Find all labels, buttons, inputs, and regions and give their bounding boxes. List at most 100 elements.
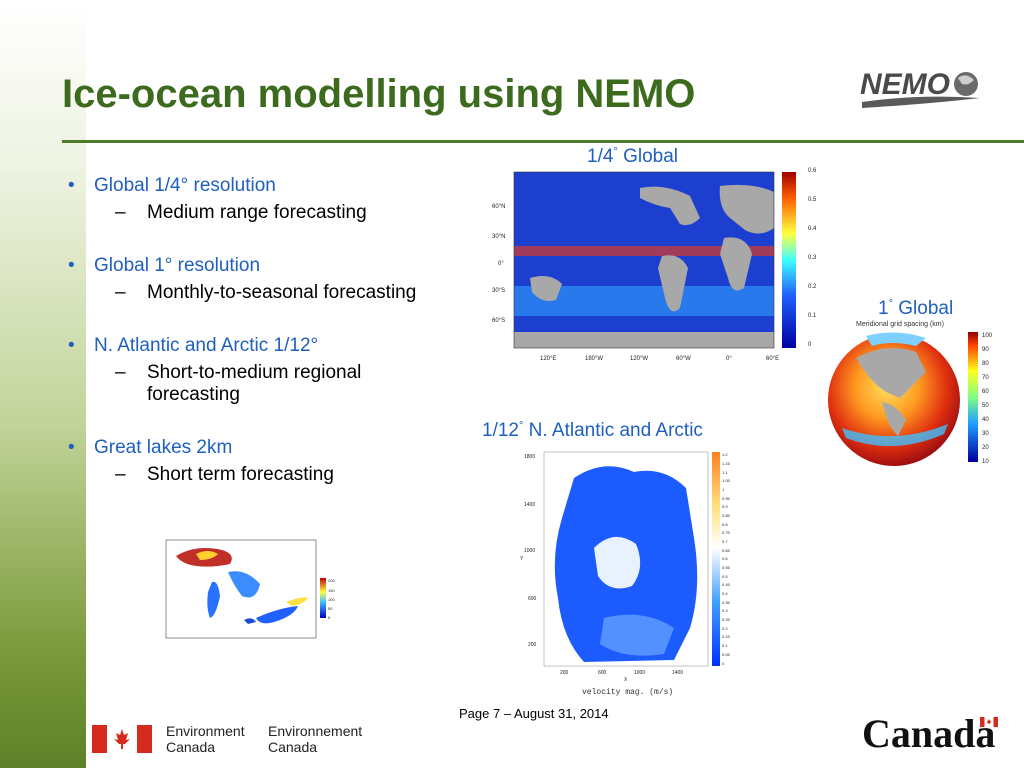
y-tick: 1000 — [524, 548, 535, 554]
sub-bullet-item: – Short-to-medium regional forecasting — [64, 362, 484, 406]
dash-glyph: – — [115, 282, 126, 303]
x-tick: 200 — [560, 670, 569, 676]
cbar-tick: 40 — [982, 417, 989, 423]
cbar-tick: 0 — [328, 615, 331, 620]
arctic-bottom-label: velocity mag. (m/s) — [582, 688, 673, 697]
degree-sup: ° — [518, 420, 524, 432]
cbar-tick: 90 — [982, 347, 989, 353]
lat-tick: 30°N — [492, 234, 505, 240]
cbar-tick: 0.4 — [808, 226, 817, 232]
cbar-tick: 0.05 — [722, 652, 731, 657]
cbar-tick: 0.2 — [722, 626, 728, 631]
cbar-tick: 100 — [982, 333, 993, 339]
one-global-globe: 100 90 80 70 60 50 40 30 20 10 — [828, 332, 993, 466]
cbar-tick: 80 — [982, 361, 989, 367]
cbar-tick: 0.6 — [808, 168, 817, 174]
lat-tick: 60°N — [492, 204, 505, 210]
y-axis-label: Y — [520, 556, 524, 562]
cbar-tick: 1.05 — [722, 478, 731, 483]
cbar-tick: 100 — [328, 597, 335, 602]
caption-text: 1 — [878, 298, 889, 319]
sub-bullet-label-cont: forecasting — [147, 384, 240, 405]
dash-glyph: – — [115, 464, 126, 485]
nemo-logo: NEMO — [860, 68, 980, 108]
x-tick: 1000 — [634, 670, 645, 676]
title-divider — [62, 140, 1024, 143]
y-tick: 200 — [528, 642, 537, 648]
quarter-global-colorbar-labels: 0.6 0.5 0.4 0.3 0.2 0.1 0 — [808, 168, 828, 354]
cbar-tick: 150 — [328, 588, 335, 593]
quarter-global-map: 60°N 30°N 0° 30°S 60°S 120°E 180°W 120°W… — [492, 171, 796, 362]
canada-flag-icon — [92, 725, 152, 753]
bullet-label: Global 1° resolution — [94, 255, 261, 276]
cbar-tick: 0.2 — [808, 284, 817, 290]
y-tick: 1800 — [524, 454, 535, 460]
lon-tick: 60°E — [766, 356, 779, 362]
wordmark-flag-icon — [980, 717, 998, 727]
bullet-label: Global 1/4° resolution — [94, 175, 276, 196]
cbar-tick: 0.9 — [722, 504, 728, 509]
caption-text: 1/12 — [482, 420, 519, 441]
lon-tick: 60°W — [676, 356, 691, 362]
cbar-tick: 200 — [328, 578, 335, 583]
lat-tick: 60°S — [492, 318, 505, 324]
bullet-item: • N. Atlantic and Arctic 1/12° — [64, 334, 484, 358]
great-lakes-map: 200 150 100 50 0 — [165, 539, 335, 639]
bullet-glyph: • — [68, 437, 75, 458]
cbar-tick: 0.95 — [722, 496, 731, 501]
sidebar-gradient — [0, 0, 86, 768]
cbar-tick: 50 — [328, 606, 333, 611]
bullet-item: • Great lakes 2km — [64, 436, 484, 460]
x-tick: 600 — [598, 670, 607, 676]
lon-tick: 120°W — [630, 356, 648, 362]
cbar-tick: 0.15 — [722, 634, 731, 639]
lat-tick: 0° — [498, 261, 504, 267]
slide-title: Ice-ocean modelling using NEMO — [62, 72, 696, 116]
cbar-tick: 70 — [982, 375, 989, 381]
sub-bullet-label: Short term forecasting — [147, 464, 334, 485]
dept-fr-line2: Canada — [268, 739, 318, 755]
caption-text: 1/4 — [587, 146, 614, 167]
cbar-tick: 0.1 — [808, 313, 817, 319]
nemo-logo-text: NEMO — [860, 68, 950, 101]
lon-tick: 180°W — [585, 356, 603, 362]
sub-bullet-item: – Short term forecasting — [64, 464, 484, 486]
cbar-tick: 10 — [982, 459, 989, 465]
cbar-tick: 0.5 — [722, 574, 728, 579]
bullet-glyph: • — [68, 335, 75, 356]
dept-name-french: Environnement Canada — [268, 723, 362, 755]
y-tick: 600 — [528, 596, 537, 602]
dept-en-line1: Environment — [166, 723, 245, 739]
cbar-tick: 0.85 — [722, 513, 731, 518]
cbar-tick: 50 — [982, 403, 989, 409]
arctic-map: 1800 1400 1000 600 200 Y 200 600 1000 14… — [520, 451, 731, 697]
caption-quarter-global: 1/4° Global — [587, 146, 678, 168]
cbar-tick: 0.65 — [722, 548, 731, 553]
cbar-tick: 60 — [982, 389, 989, 395]
dept-en-line2: Canada — [166, 739, 216, 755]
page-number: Page 7 – August 31, 2014 — [459, 706, 609, 721]
lon-tick: 0° — [726, 356, 732, 362]
caption-text: Global — [892, 298, 954, 319]
dept-fr-line1: Environnement — [268, 723, 363, 739]
lat-tick: 30°S — [492, 288, 505, 294]
cbar-tick: 0 — [722, 661, 725, 666]
caption-arctic: 1/12° N. Atlantic and Arctic — [482, 420, 703, 442]
cbar-tick: 0.25 — [722, 617, 731, 622]
x-axis-label: X — [624, 677, 628, 683]
cbar-tick: 0.8 — [722, 522, 728, 527]
bullet-glyph: • — [68, 175, 75, 196]
degree-sup: ° — [888, 298, 893, 310]
caption-one-global: 1° Global — [878, 298, 953, 320]
globe-subtitle: Meridional grid spacing (km) — [856, 321, 944, 328]
dash-glyph: – — [115, 202, 126, 223]
sub-bullet-label: Short-to-medium regional — [147, 362, 362, 383]
bullet-list: • Global 1/4° resolution – Medium range fo… — [64, 174, 484, 486]
caption-text: Global — [617, 146, 679, 167]
sub-bullet-label: Monthly-to-seasonal forecasting — [147, 282, 417, 303]
bullet-glyph: • — [68, 255, 75, 276]
cbar-tick: 0.7 — [722, 539, 728, 544]
x-tick: 1400 — [672, 670, 683, 676]
caption-text: N. Atlantic and Arctic — [523, 420, 703, 441]
cbar-tick: 0 — [808, 342, 812, 348]
